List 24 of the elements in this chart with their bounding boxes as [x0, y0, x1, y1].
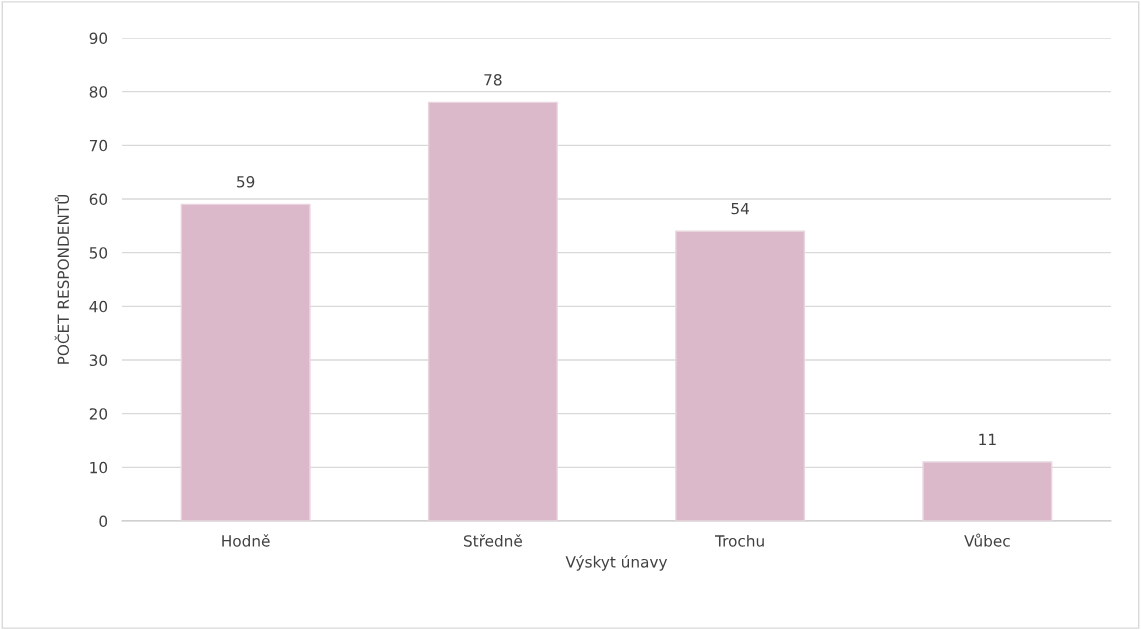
y-tick-label: 80: [89, 86, 108, 98]
y-tick-label: 70: [89, 139, 108, 152]
x-tick-label: Vůbec: [964, 533, 1010, 547]
x-tick-label: Středně: [463, 534, 522, 547]
bar: [922, 461, 1053, 521]
y-tick-label: 50: [89, 247, 108, 259]
bar: [180, 203, 311, 521]
y-tick-label: 20: [89, 408, 108, 420]
y-tick-label: 0: [99, 515, 108, 528]
x-tick-label: Hodně: [222, 534, 270, 547]
data-label: 54: [731, 203, 749, 215]
x-axis-title: Výskyt únavy: [565, 555, 668, 571]
y-tick-label: 90: [89, 32, 108, 45]
y-tick-label: 60: [89, 193, 108, 206]
x-tick-label: Trochu: [715, 534, 764, 547]
y-tick-label: 10: [90, 461, 108, 474]
data-label: 11: [979, 433, 996, 445]
data-label: 78: [484, 73, 502, 86]
y-tick-label: 40: [89, 300, 108, 313]
bar: [675, 230, 806, 521]
y-tick-label: 30: [89, 354, 108, 367]
bar: [427, 101, 558, 521]
data-label: 59: [237, 175, 255, 188]
y-axis-title: POČET RESPONDENTŮ: [54, 194, 70, 364]
